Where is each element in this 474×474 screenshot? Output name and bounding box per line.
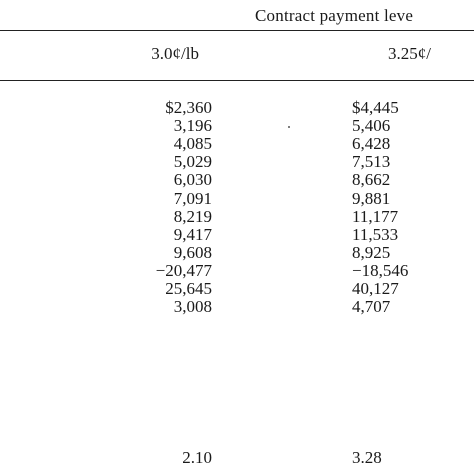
table-cell: 7,091	[173, 189, 212, 208]
column-header-1: 3.0¢/lb	[151, 44, 199, 63]
table-cell: 7,513	[352, 152, 391, 171]
table-cell: 8,662	[352, 170, 391, 189]
table-cell: 11,533	[352, 225, 399, 244]
column-header-2: 3.25¢/	[388, 44, 431, 63]
table-cell: 25,645	[165, 279, 212, 298]
table-cell: 3,196	[173, 116, 212, 135]
table-cell: 4,707	[352, 297, 391, 316]
table-cell: 8,925	[352, 243, 391, 262]
table-cell: 6,030	[173, 170, 212, 189]
stray-mark	[288, 126, 290, 128]
table-cell: 3,008	[173, 297, 212, 316]
header-rule	[0, 80, 474, 81]
table-cell: 5,406	[352, 116, 391, 135]
table-cell: 5,029	[173, 152, 212, 171]
group-header: Contract payment leve	[255, 6, 414, 25]
table-cell: 8,219	[173, 207, 212, 226]
table-cell: 9,608	[173, 243, 212, 262]
table-cell: −20,477	[155, 261, 212, 280]
table-cell: 11,177	[352, 207, 399, 226]
table-cell: 40,127	[352, 279, 399, 298]
table-cell: $4,445	[352, 98, 399, 117]
bottom-row-cell-1: 2.10	[182, 448, 212, 467]
table-cell: 9,417	[173, 225, 212, 244]
table-cell: −18,546	[352, 261, 409, 280]
table-cell: $2,360	[165, 98, 212, 117]
bottom-row-cell-2: 3.28	[352, 448, 382, 467]
table-cell: 6,428	[352, 134, 391, 153]
top-rule	[0, 30, 474, 31]
table-cell: 9,881	[352, 189, 391, 208]
table-cell: 4,085	[173, 134, 212, 153]
